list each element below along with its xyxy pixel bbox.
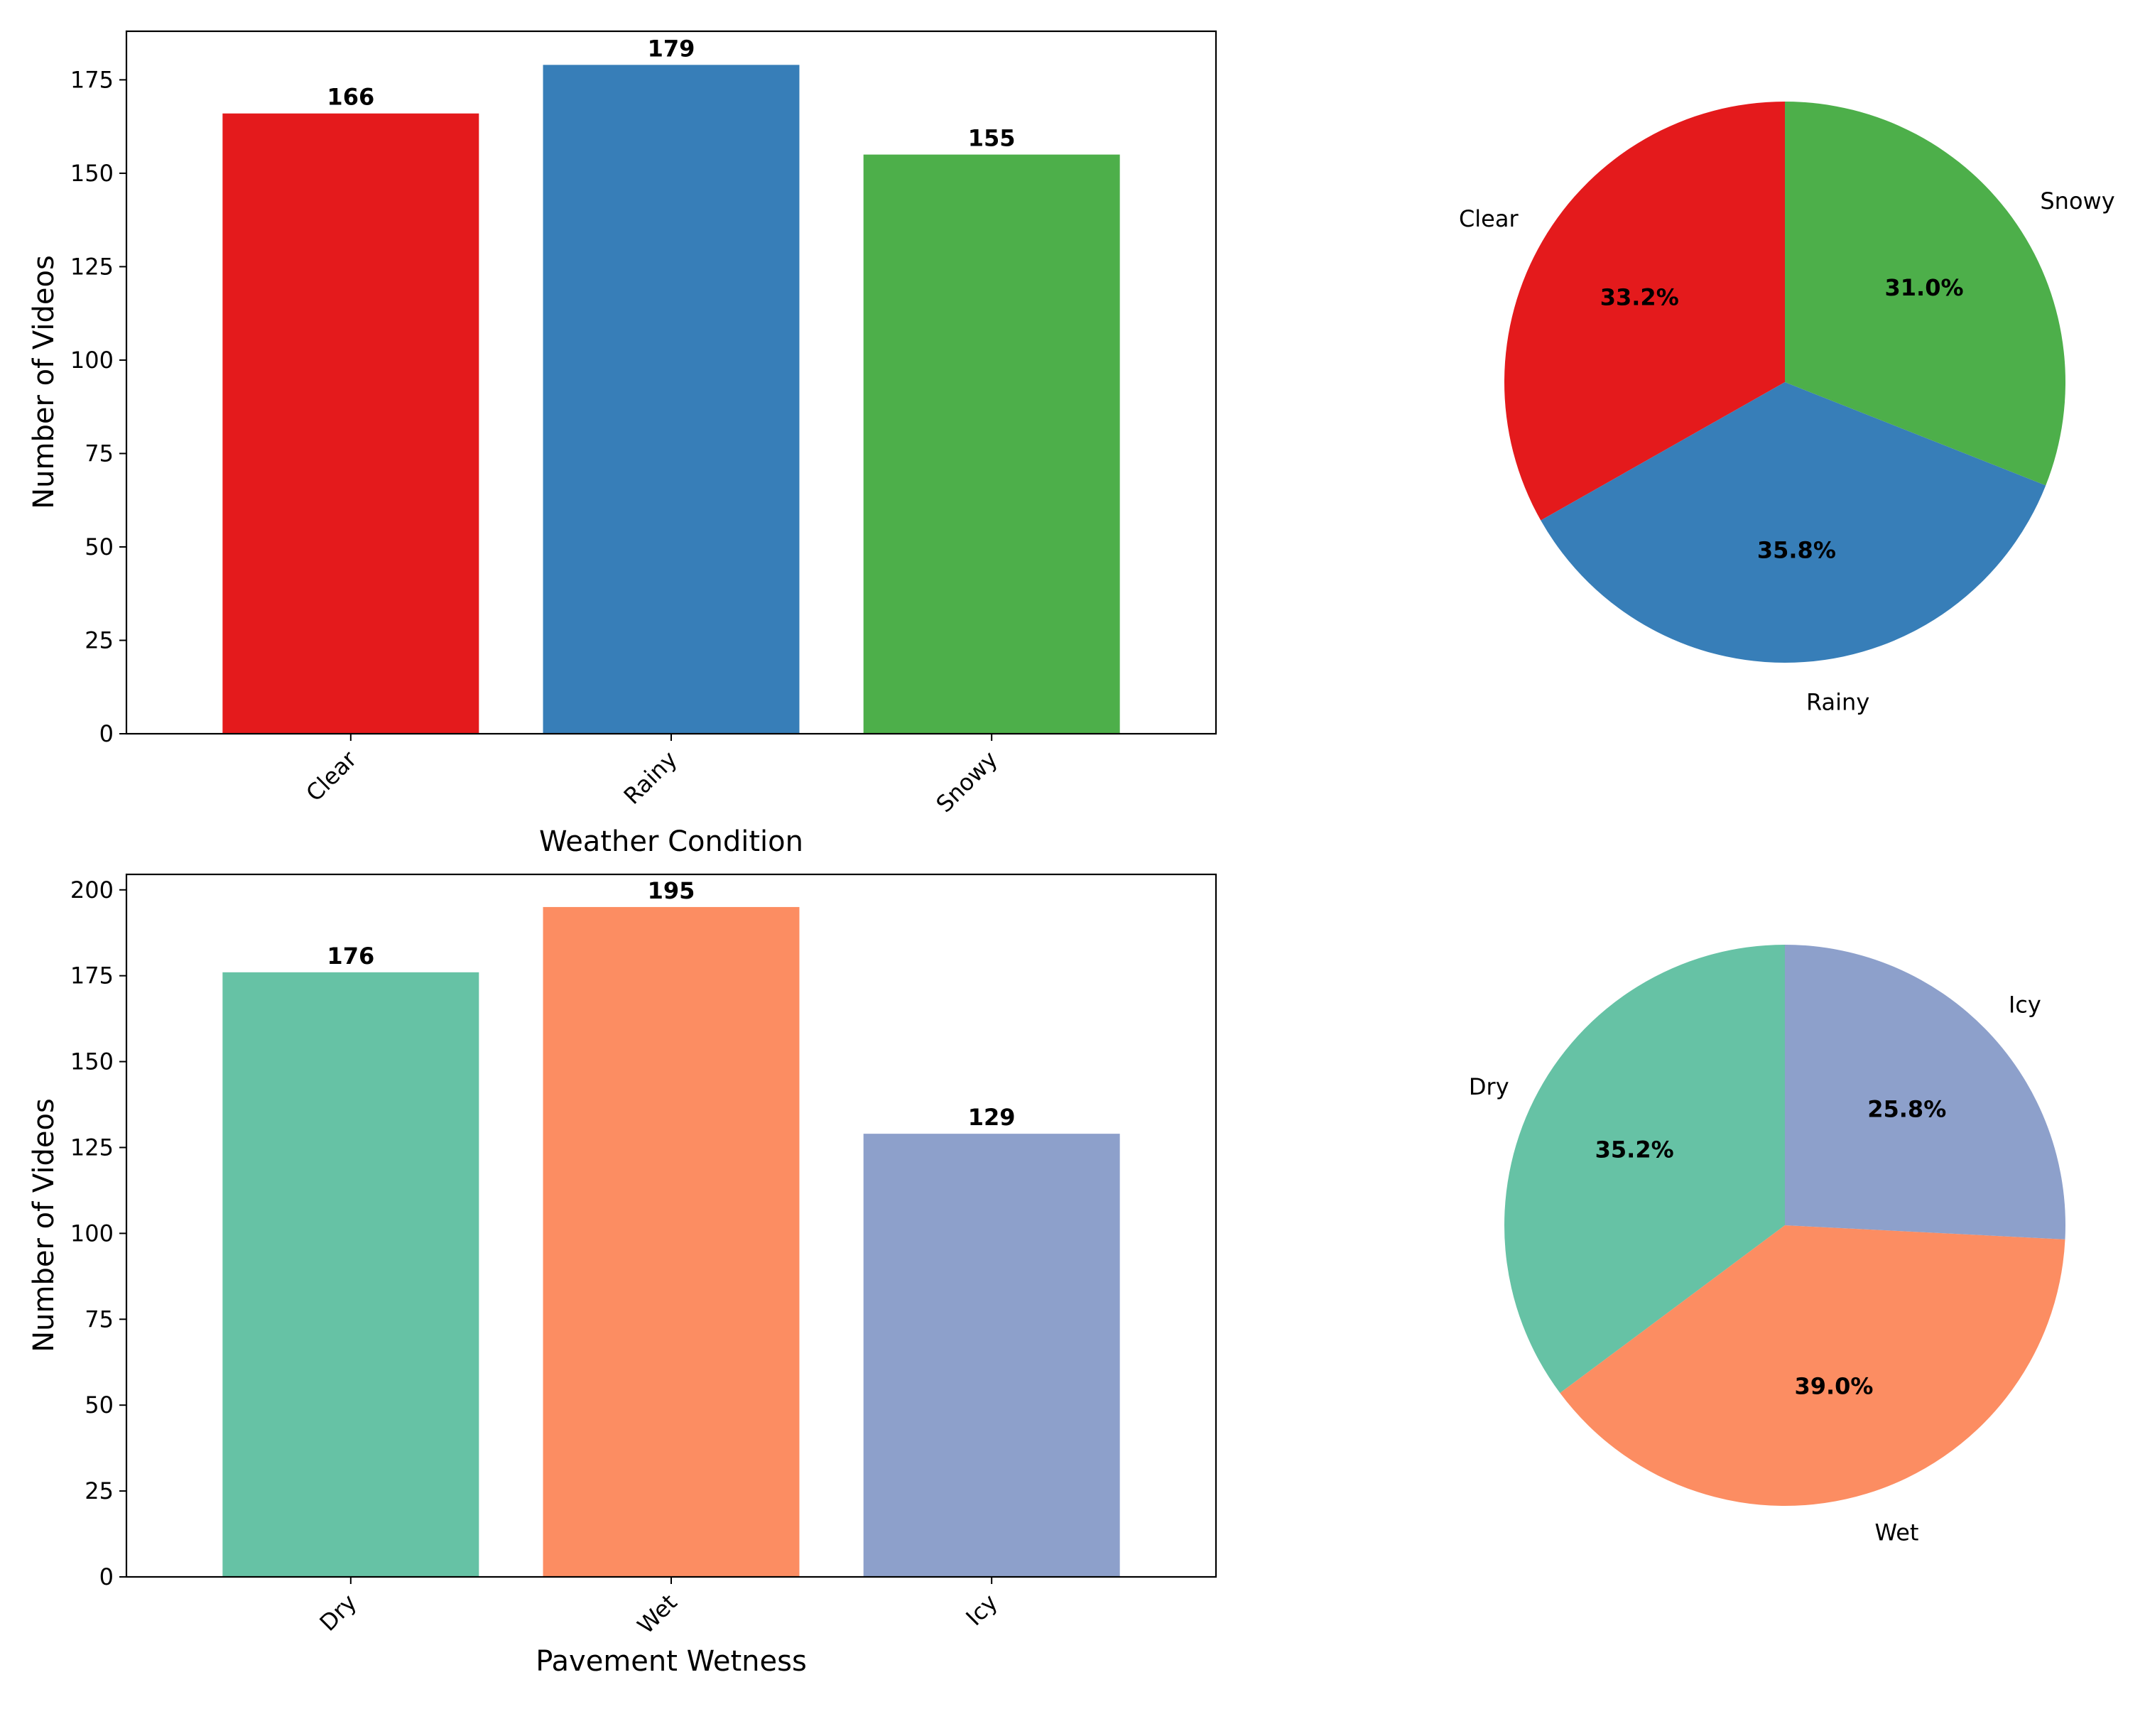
pavement-slice-percent-wet: 39.0% bbox=[1794, 1373, 1873, 1400]
pavement-slice-percent-dry: 35.2% bbox=[1595, 1136, 1674, 1163]
pavement-y-axis-label: Number of Videos bbox=[28, 1098, 60, 1352]
pavement-y-tick-label-25: 25 bbox=[85, 1477, 114, 1504]
weather-bar-value-clear: 166 bbox=[327, 84, 374, 111]
pavement-y-tick-label-50: 50 bbox=[85, 1391, 114, 1418]
pavement-slice-percent-icy: 25.8% bbox=[1867, 1096, 1946, 1123]
weather-slice-snowy bbox=[1785, 102, 2065, 486]
pavement-x-tick-label-dry: Dry bbox=[314, 1589, 362, 1637]
weather-y-tick-label-75: 75 bbox=[85, 440, 114, 467]
weather-bar-rainy bbox=[543, 65, 800, 734]
pavement-x-axis-label: Pavement Wetness bbox=[536, 1645, 807, 1678]
weather-y-tick-label-50: 50 bbox=[85, 533, 114, 560]
pavement-y-tick-label-0: 0 bbox=[99, 1563, 114, 1590]
pavement-bar-wet bbox=[543, 906, 800, 1577]
weather-bar-value-rainy: 179 bbox=[648, 35, 695, 62]
weather-bar-snowy bbox=[863, 154, 1120, 734]
pavement-y-axis: 0 25 50 75 100 125 150 175 200 bbox=[70, 877, 126, 1590]
weather-y-axis: 0 25 50 75 100 125 150 175 bbox=[70, 66, 126, 747]
weather-slice-label-snowy: Snowy bbox=[2040, 188, 2114, 215]
weather-x-axis-label: Weather Condition bbox=[539, 825, 803, 858]
weather-y-tick-label-25: 25 bbox=[85, 626, 114, 653]
pavement-x-tick-label-wet: Wet bbox=[632, 1589, 683, 1639]
pavement-x-axis: Dry Wet Icy bbox=[314, 1577, 1003, 1639]
weather-slice-percent-clear: 33.2% bbox=[1600, 284, 1679, 311]
weather-bar-chart: 166 179 155 0 25 50 75 100 125 150 175 Clear Rainy… bbox=[28, 30, 1217, 858]
weather-y-tick-label-175: 175 bbox=[70, 66, 114, 93]
weather-slice-label-clear: Clear bbox=[1459, 205, 1519, 232]
weather-slice-clear bbox=[1504, 102, 1785, 521]
weather-slice-rainy bbox=[1541, 382, 2046, 663]
pavement-bar-value-wet: 195 bbox=[648, 877, 695, 904]
pavement-y-tick-label-200: 200 bbox=[70, 877, 114, 904]
pavement-slice-label-wet: Wet bbox=[1874, 1519, 1918, 1546]
pavement-y-tick-label-75: 75 bbox=[85, 1306, 114, 1333]
weather-y-tick-label-100: 100 bbox=[70, 347, 114, 374]
pavement-bar-value-dry: 176 bbox=[327, 943, 374, 970]
pavement-slice-dry bbox=[1504, 944, 1785, 1394]
pavement-slice-wet bbox=[1560, 1225, 2065, 1506]
pavement-slice-label-icy: Icy bbox=[2009, 992, 2041, 1019]
weather-slice-percent-snowy: 31.0% bbox=[1885, 274, 1964, 301]
pavement-bar-value-icy: 129 bbox=[968, 1104, 1016, 1131]
pavement-y-tick-label-150: 150 bbox=[70, 1048, 114, 1075]
pavement-bar-icy bbox=[863, 1134, 1120, 1577]
pavement-bar-chart: 176 195 129 0 25 50 75 100 125 150 175 200 Dry Wet I… bbox=[28, 873, 1217, 1678]
pavement-x-tick-label-icy: Icy bbox=[960, 1589, 1002, 1631]
weather-slice-percent-rainy: 35.8% bbox=[1757, 536, 1836, 563]
pavement-y-tick-label-175: 175 bbox=[70, 962, 114, 989]
pavement-bar-dry bbox=[222, 972, 479, 1577]
weather-x-axis: Clear Rainy Snowy bbox=[300, 734, 1003, 818]
pavement-y-tick-label-125: 125 bbox=[70, 1134, 114, 1161]
pavement-slice-label-dry: Dry bbox=[1469, 1073, 1509, 1100]
weather-y-axis-label: Number of Videos bbox=[28, 255, 60, 509]
weather-y-tick-label-0: 0 bbox=[99, 720, 114, 747]
weather-bar-value-snowy: 155 bbox=[968, 125, 1016, 152]
pavement-bars: 176 195 129 bbox=[222, 877, 1120, 1577]
weather-x-tick-label-rainy: Rainy bbox=[619, 746, 683, 810]
pavement-slice-icy bbox=[1785, 945, 2065, 1239]
weather-y-tick-label-150: 150 bbox=[70, 160, 114, 187]
weather-x-tick-label-snowy: Snowy bbox=[931, 746, 1003, 818]
weather-pie-chart: Clear 33.2% Rainy 35.8% Snowy 31.0% bbox=[1459, 102, 2115, 715]
weather-bar-clear bbox=[222, 113, 479, 734]
weather-bars: 166 179 155 bbox=[222, 35, 1120, 734]
weather-slice-label-rainy: Rainy bbox=[1806, 688, 1869, 715]
weather-x-tick-label-clear: Clear bbox=[300, 745, 362, 807]
weather-y-tick-label-125: 125 bbox=[70, 253, 114, 280]
pavement-y-tick-label-100: 100 bbox=[70, 1220, 114, 1247]
pavement-pie-chart: Dry 35.2% Wet 39.0% Icy 25.8% bbox=[1469, 944, 2065, 1546]
